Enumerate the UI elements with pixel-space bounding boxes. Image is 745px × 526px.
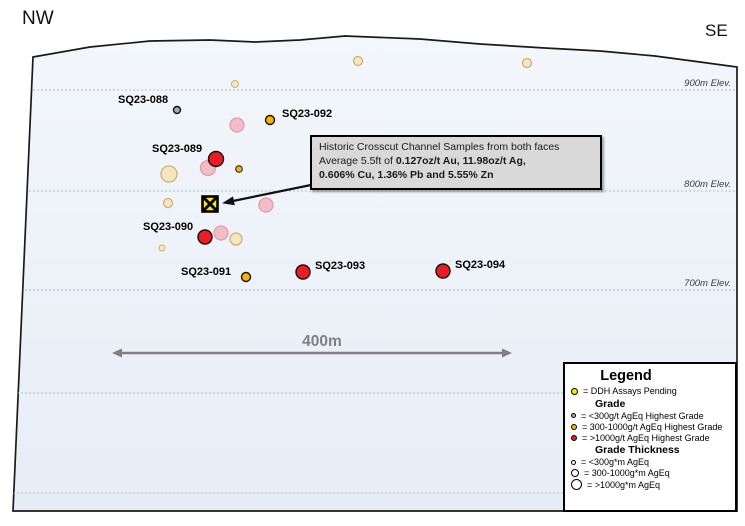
drillhole-marker-SQ23-089 (207, 150, 225, 168)
drillhole-label-SQ23-092: SQ23-092 (282, 108, 332, 120)
historic-marker-cream (352, 55, 364, 67)
drillhole-marker-SQ23-094 (435, 263, 451, 279)
legend-item: = DDH Assays Pending (571, 386, 730, 396)
nw-direction-label: NW (22, 8, 54, 29)
legend-item-label: = 300-1000g*m AgEq (584, 468, 670, 478)
legend-subheader: Grade (595, 397, 626, 410)
elevation-label: 800m Elev. (684, 179, 731, 190)
legend-marker-white-icon (571, 459, 576, 465)
legend-item: = <300g*m AgEq (571, 457, 730, 467)
legend-marker-white-icon (571, 469, 579, 477)
legend-item-label: = <300g*m AgEq (581, 457, 650, 467)
annotation-line1: Historic Crosscut Channel Samples from b… (319, 141, 560, 153)
annotation-line2: Average 5.5ft of 0.127oz/t Au, 11.98oz/t… (319, 154, 526, 167)
drillhole-marker-SQ23-093 (295, 264, 311, 280)
historic-marker-pink (229, 117, 245, 133)
drillhole-label-SQ23-093: SQ23-093 (315, 260, 365, 272)
legend-box: Legend = DDH Assays Pending Grade = <300g/… (563, 362, 737, 512)
elevation-label: 700m Elev. (684, 278, 731, 289)
drillhole-label-SQ23-088: SQ23-088 (118, 94, 168, 106)
annotation-line3: 0.606% Cu, 1.36% Pb and 5.55% Zn (319, 168, 494, 181)
drillhole-label-SQ23-094: SQ23-094 (455, 259, 506, 271)
drillhole-label-SQ23-089: SQ23-089 (152, 143, 202, 155)
historic-marker-cream (160, 165, 178, 183)
legend-marker-gray-icon (571, 413, 576, 418)
drillhole-label-SQ23-091: SQ23-091 (181, 266, 231, 278)
elevation-label: 900m Elev. (684, 78, 731, 89)
legend-item: = <300g/t AgEq Highest Grade (571, 411, 730, 421)
historic-marker-orange (235, 165, 243, 173)
drillhole-marker-SQ23-090 (197, 229, 213, 245)
drillhole-marker-SQ23-092 (264, 114, 276, 126)
scale-bar-left-arrow-icon (112, 348, 122, 358)
legend-title: Legend (600, 368, 652, 384)
historic-marker-pink (213, 225, 229, 241)
legend-item: = 300-1000g*m AgEq (571, 468, 730, 478)
legend-item-label: = 300-1000g/t AgEq Highest Grade (582, 421, 723, 432)
annotation-arrow-line (227, 183, 312, 204)
legend-marker-white-icon (571, 479, 582, 490)
historic-marker-cream (162, 197, 174, 209)
drillhole-marker-SQ23-088 (172, 105, 182, 115)
se-direction-label: SE (705, 21, 728, 40)
crosscut-sample-marker-icon (201, 195, 219, 213)
legend-item: = >1000g*m AgEq (571, 479, 730, 490)
legend-item-label: = DDH Assays Pending (583, 386, 677, 396)
legend-marker-red-icon (571, 434, 577, 441)
historic-marker-cream (231, 80, 239, 88)
legend-marker-orange-icon (571, 423, 577, 430)
legend-item-label: = >1000g/t AgEq Highest Grade (582, 432, 710, 443)
scale-bar-label: 400m (302, 333, 342, 350)
historic-marker-cream (521, 57, 533, 69)
historic-marker-pink (258, 197, 274, 213)
legend-item-label: = >1000g*m AgEq (587, 479, 661, 490)
annotation-arrowhead-icon (222, 196, 235, 206)
legend-subheader: Grade Thickness (595, 444, 680, 456)
legend-marker-yellow-icon (571, 387, 578, 395)
legend-item: = >1000g/t AgEq Highest Grade (571, 433, 730, 443)
annotation-box: Historic Crosscut Channel Samples from b… (310, 135, 602, 190)
legend-items: = DDH Assays Pending Grade = <300g/t AgEq … (571, 386, 730, 490)
historic-marker-cream (158, 244, 166, 252)
drillhole-marker-SQ23-091 (240, 271, 252, 283)
scale-bar-right-arrow-icon (502, 348, 512, 358)
legend-item-label: = <300g/t AgEq Highest Grade (581, 410, 704, 421)
legend-item: = 300-1000g/t AgEq Highest Grade (571, 422, 730, 432)
drillhole-label-SQ23-090: SQ23-090 (143, 221, 193, 233)
historic-marker-cream (229, 232, 243, 246)
